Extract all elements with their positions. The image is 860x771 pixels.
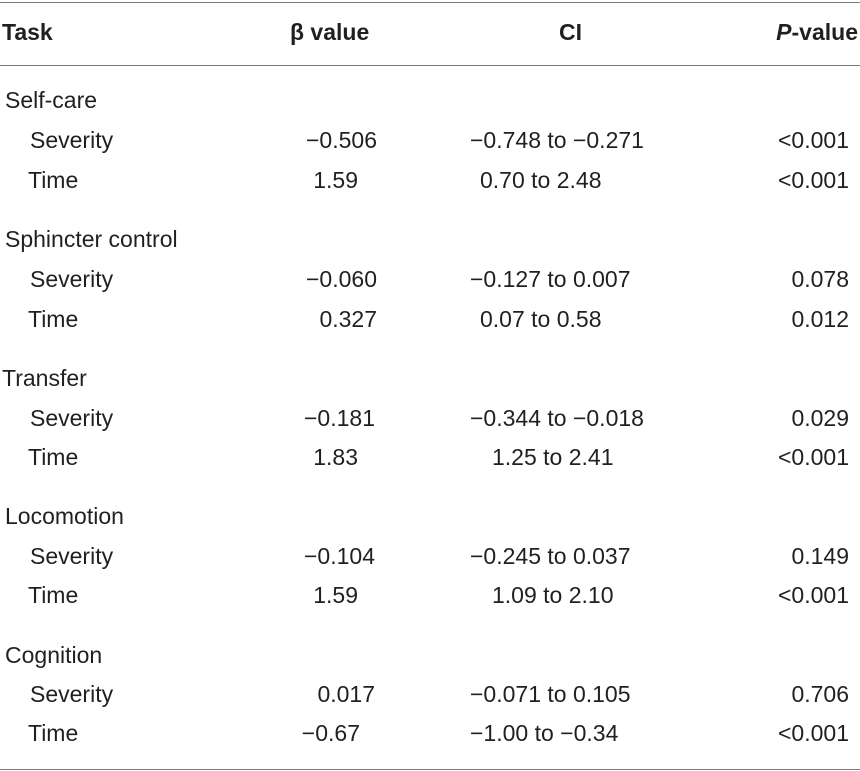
row-label: Time bbox=[28, 306, 79, 332]
beta-value: 0.327 bbox=[319, 306, 377, 332]
table-header-rule bbox=[0, 65, 860, 66]
beta-value: −0.506 bbox=[306, 127, 377, 153]
group-label: Cognition bbox=[5, 642, 103, 668]
beta-value: 1.83 bbox=[313, 444, 358, 470]
row-label: Severity bbox=[30, 543, 114, 569]
p-value: 0.706 bbox=[791, 681, 849, 707]
header-ci: CI bbox=[559, 19, 582, 45]
p-value: 0.012 bbox=[791, 306, 849, 332]
row-label: Time bbox=[28, 582, 79, 608]
table-bottom-rule bbox=[0, 769, 860, 770]
p-value: <0.001 bbox=[778, 444, 849, 470]
group-label: Transfer bbox=[2, 365, 87, 391]
p-value: <0.001 bbox=[778, 167, 849, 193]
beta-value: 1.59 bbox=[313, 582, 358, 608]
header-p-value: P-value bbox=[776, 18, 858, 46]
row-label: Severity bbox=[30, 405, 114, 431]
p-value: 0.029 bbox=[791, 405, 849, 431]
header-task: Task bbox=[2, 19, 53, 45]
ci-value: 0.70 to 2.48 bbox=[480, 167, 602, 193]
row-label: Severity bbox=[30, 681, 114, 707]
group-label: Sphincter control bbox=[5, 226, 178, 252]
beta-value: 0.017 bbox=[317, 681, 375, 707]
ci-value: 1.09 to 2.10 bbox=[492, 582, 614, 608]
beta-value: −0.060 bbox=[306, 266, 377, 292]
p-value: <0.001 bbox=[778, 127, 849, 153]
beta-value: 1.59 bbox=[313, 167, 358, 193]
ci-value: −1.00 to −0.34 bbox=[470, 720, 619, 746]
row-label: Time bbox=[28, 167, 79, 193]
row-label: Time bbox=[28, 444, 79, 470]
table-top-rule bbox=[0, 2, 860, 3]
p-value: <0.001 bbox=[778, 720, 849, 746]
group-label: Self-care bbox=[5, 87, 98, 113]
group-label: Locomotion bbox=[5, 503, 124, 529]
beta-value: −0.67 bbox=[301, 720, 360, 746]
ci-value: −0.344 to −0.018 bbox=[470, 405, 644, 431]
ci-value: −0.748 to −0.271 bbox=[470, 127, 644, 153]
p-value: 0.149 bbox=[791, 543, 849, 569]
ci-value: −0.071 to 0.105 bbox=[470, 681, 631, 707]
ci-value: 1.25 to 2.41 bbox=[492, 444, 614, 470]
header-p-italic: P bbox=[776, 19, 792, 45]
beta-value: −0.104 bbox=[304, 543, 375, 569]
row-label: Severity bbox=[30, 127, 114, 153]
header-beta-value: β value bbox=[290, 19, 370, 45]
p-value: 0.078 bbox=[791, 266, 849, 292]
row-label: Time bbox=[28, 720, 79, 746]
header-p-rest: -value bbox=[791, 19, 858, 45]
ci-value: −0.127 to 0.007 bbox=[470, 266, 631, 292]
row-label: Severity bbox=[30, 266, 114, 292]
ci-value: −0.245 to 0.037 bbox=[470, 543, 631, 569]
beta-value: −0.181 bbox=[304, 405, 375, 431]
p-value: <0.001 bbox=[778, 582, 849, 608]
ci-value: 0.07 to 0.58 bbox=[480, 306, 602, 332]
